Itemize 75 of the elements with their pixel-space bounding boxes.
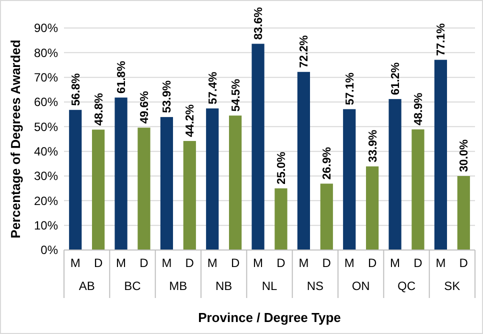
bar	[69, 110, 82, 250]
text: D	[276, 256, 286, 270]
data-label: 77.1%	[436, 23, 448, 56]
y-tick-label: 20%	[34, 194, 58, 208]
bar	[457, 176, 470, 250]
bar	[412, 129, 424, 250]
x-tick-label: SK	[444, 279, 460, 293]
data-label: 30.0%	[458, 139, 471, 172]
x-tick-label: NL	[262, 279, 278, 293]
data-label: 48.9%	[412, 92, 425, 126]
data-label: 54.5%	[230, 78, 242, 112]
text: D	[140, 256, 148, 270]
text: M	[390, 256, 400, 270]
y-tick-label: 10%	[34, 218, 58, 233]
y-tick-label: 50%	[34, 120, 58, 134]
bar	[388, 99, 402, 250]
text: M	[207, 256, 218, 270]
y-tick-label: 90%	[34, 21, 58, 36]
text: M	[436, 256, 446, 270]
data-label: 48.8%	[93, 93, 106, 126]
y-tick-label: 70%	[34, 70, 58, 85]
x-axis-title: Province / Degree Type	[198, 310, 341, 325]
data-label: 53.9%	[162, 80, 174, 114]
bar	[274, 188, 288, 250]
text: D	[185, 256, 194, 270]
text: D	[414, 256, 422, 270]
series-label: M	[70, 256, 80, 270]
text: D	[230, 256, 240, 270]
y-tick-label: 30%	[34, 169, 58, 184]
y-tick-label: 40%	[34, 144, 58, 159]
y-tick-label: 60%	[34, 95, 58, 110]
data-label: 56.8%	[70, 73, 82, 106]
series-label: D	[94, 256, 103, 270]
data-label: 49.6%	[138, 91, 151, 124]
text: D	[459, 256, 468, 270]
text: M	[116, 256, 126, 270]
x-tick-label: BC	[124, 279, 142, 293]
text: D	[322, 256, 331, 270]
bar	[297, 72, 310, 250]
data-label: 57.1%	[344, 72, 356, 106]
text: M	[298, 256, 309, 270]
x-tick-label: AB	[78, 279, 95, 293]
data-label: 33.9%	[367, 130, 380, 162]
data-label: 25.0%	[276, 152, 288, 184]
bar	[138, 128, 150, 250]
y-tick-label: 80%	[34, 46, 58, 60]
x-tick-label: NB	[215, 279, 232, 293]
x-tick-label: NS	[306, 279, 324, 293]
bar	[320, 184, 333, 250]
data-label: 61.2%	[390, 62, 402, 96]
text: D	[368, 256, 377, 270]
y-tick-label: 0%	[40, 243, 58, 258]
bar	[206, 108, 219, 250]
data-label: 72.2%	[298, 35, 311, 68]
text: M	[344, 256, 354, 270]
data-label: 44.2%	[184, 104, 197, 137]
y-axis-title: Percentage of Degrees Awarded	[8, 40, 23, 238]
bar	[160, 117, 174, 250]
x-tick-label: QC	[398, 279, 416, 293]
data-label: 57.4%	[207, 72, 220, 104]
data-label: 83.6%	[253, 7, 266, 40]
bar	[92, 130, 105, 250]
bar	[343, 109, 356, 250]
bar	[366, 166, 379, 250]
text: M	[253, 256, 264, 270]
bar	[252, 44, 264, 250]
data-label: 26.9%	[322, 147, 334, 180]
bar	[183, 140, 196, 250]
bar	[434, 60, 448, 250]
bar	[114, 98, 128, 250]
data-label: 61.8%	[116, 60, 128, 94]
bar	[228, 116, 242, 250]
text: M	[162, 256, 172, 270]
x-tick-label: ON	[352, 279, 370, 293]
x-tick-label: MB	[169, 279, 188, 293]
